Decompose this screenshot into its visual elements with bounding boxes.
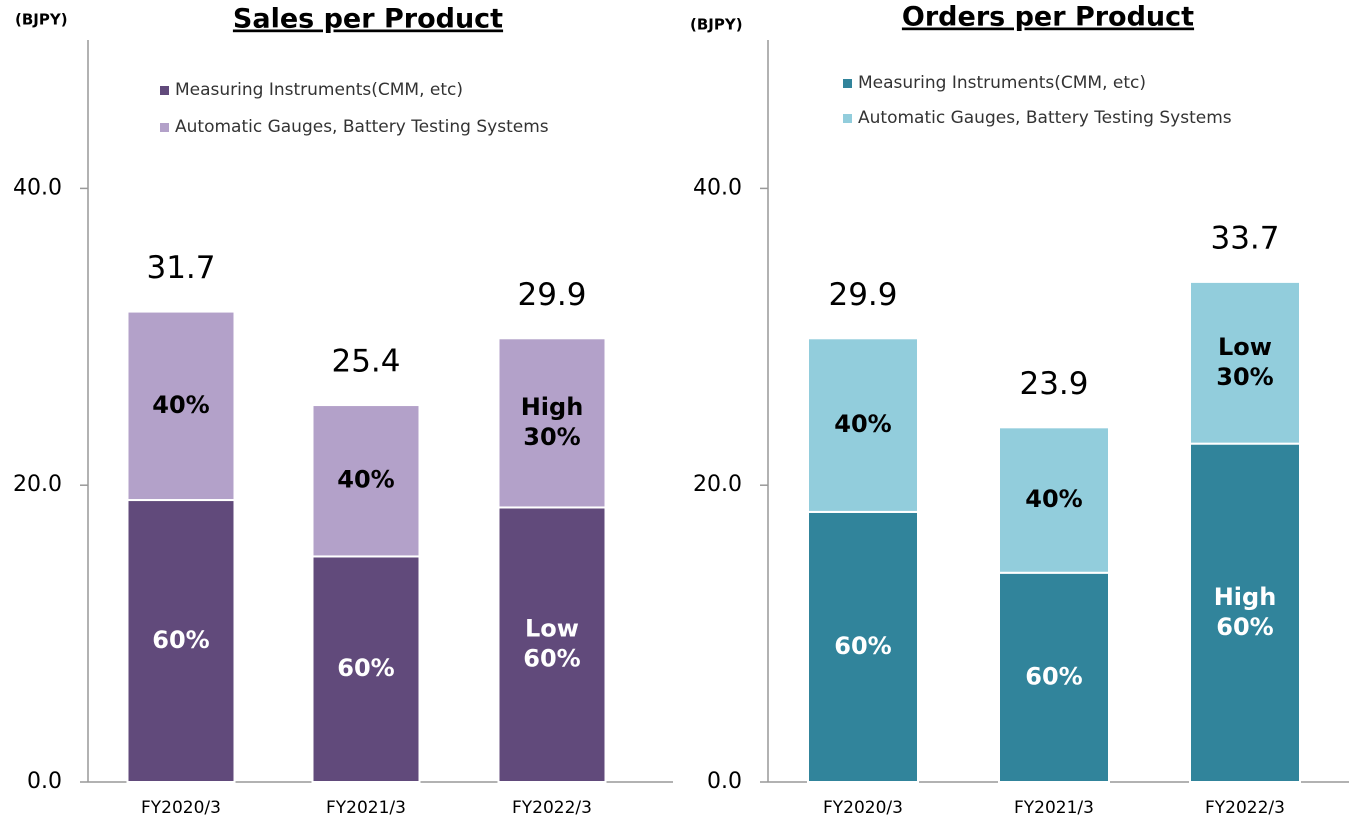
x-tick-label: FY2022/3	[512, 798, 592, 818]
segment-label: 40%	[1025, 485, 1082, 513]
segment-label: 60%	[337, 654, 394, 682]
segment-label: 60%	[1216, 613, 1273, 641]
legend-label: Automatic Gauges, Battery Testing System…	[858, 108, 1232, 128]
bar-segment	[1189, 280, 1301, 445]
y-tick-label: 0.0	[707, 769, 742, 794]
total-label: 23.9	[1019, 366, 1088, 402]
y-tick-label: 20.0	[693, 472, 742, 497]
segment-label: High	[1214, 583, 1277, 611]
legend-label: Measuring Instruments(CMM, etc)	[858, 73, 1146, 93]
bar-segment	[126, 499, 236, 783]
segment-label: High	[521, 393, 584, 421]
bar-segment	[126, 310, 236, 502]
legend-swatch	[160, 123, 169, 132]
bar-segment	[497, 337, 607, 509]
total-label: 31.7	[146, 250, 215, 286]
chart-title: Orders per Product	[902, 2, 1194, 33]
bar-segment	[998, 571, 1110, 783]
y-tick-label: 40.0	[13, 175, 62, 200]
y-tick-label: 0.0	[27, 769, 62, 794]
bar-segment	[1189, 442, 1301, 783]
segment-label: 40%	[337, 466, 394, 494]
segment-label: Low	[1218, 333, 1272, 361]
segment-label: 60%	[523, 645, 580, 673]
legend-label: Automatic Gauges, Battery Testing System…	[175, 117, 549, 137]
total-label: 29.9	[828, 277, 897, 313]
segment-label: 40%	[834, 410, 891, 438]
y-tick-label: 40.0	[693, 175, 742, 200]
bar-segment	[311, 404, 421, 558]
bar-segment	[998, 426, 1110, 574]
bar-segment	[807, 510, 919, 783]
x-tick-label: FY2021/3	[1014, 798, 1094, 818]
segment-label: Low	[525, 615, 579, 643]
segment-label: 60%	[1025, 662, 1082, 690]
legend-label: Measuring Instruments(CMM, etc)	[175, 80, 463, 100]
y-tick-label: 20.0	[13, 472, 62, 497]
legend-swatch	[843, 114, 852, 123]
unit-label: (BJPY)	[690, 16, 743, 34]
legend-swatch	[843, 79, 852, 88]
x-tick-label: FY2020/3	[823, 798, 903, 818]
segment-label: 60%	[152, 626, 209, 654]
total-label: 29.9	[517, 277, 586, 313]
total-label: 33.7	[1210, 220, 1279, 256]
x-tick-label: FY2020/3	[141, 798, 221, 818]
segment-label: 60%	[834, 632, 891, 660]
segment-label: 30%	[1216, 363, 1273, 391]
x-tick-label: FY2022/3	[1205, 798, 1285, 818]
x-tick-label: FY2021/3	[326, 798, 406, 818]
total-label: 25.4	[331, 344, 400, 380]
segment-label: 30%	[523, 423, 580, 451]
bar-segment	[807, 337, 919, 513]
unit-label: (BJPY)	[15, 11, 68, 29]
legend-swatch	[160, 86, 169, 95]
chart-title: Sales per Product	[233, 4, 503, 35]
segment-label: 40%	[152, 391, 209, 419]
